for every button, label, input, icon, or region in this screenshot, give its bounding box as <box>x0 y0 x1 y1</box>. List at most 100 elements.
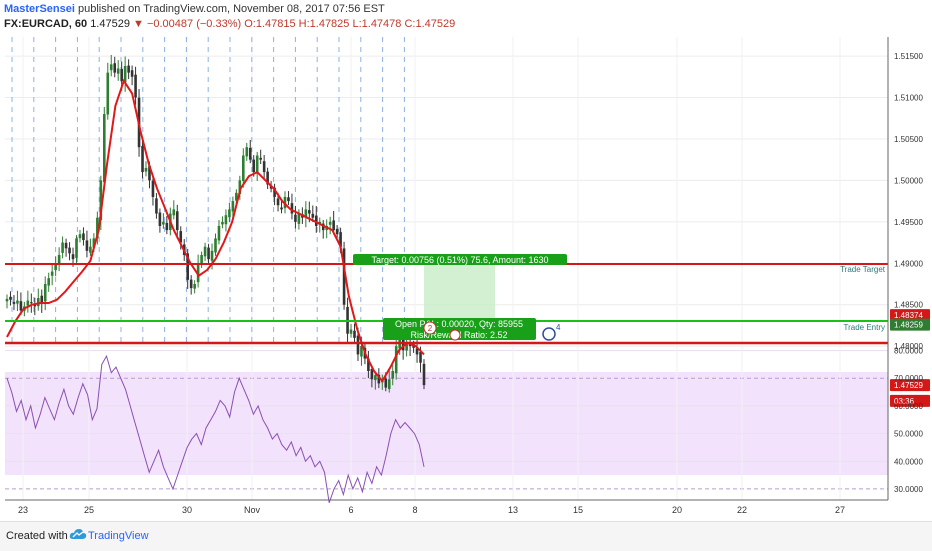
time-tick-label: 13 <box>508 505 518 515</box>
candle-body <box>266 171 269 185</box>
rsi-tick-label: 30.0000 <box>894 485 923 494</box>
trade-target-text: Trade Target <box>840 265 886 274</box>
candle-body <box>262 161 266 173</box>
candle-body <box>419 351 422 363</box>
tradingview-link[interactable]: TradingView <box>88 530 149 542</box>
candle-body <box>47 278 50 286</box>
candle-body <box>353 330 356 338</box>
candle-body <box>273 187 276 197</box>
session-separators <box>11 37 405 342</box>
candle-body <box>377 374 381 384</box>
candle-body <box>113 63 117 73</box>
quote-line: FX:EURCAD, 60 1.47529 ▼ −0.00487 (−0.33%… <box>4 17 455 31</box>
time-axis[interactable]: 23 25 30 Nov 6 8 13 15 20 22 27 <box>18 505 845 515</box>
time-tick-label: 25 <box>84 505 94 515</box>
candle-body <box>120 68 123 81</box>
event-marker-4[interactable] <box>542 327 556 341</box>
trade-entry-text: Trade Entry <box>844 323 886 332</box>
footer-bar: Created with TradingView <box>0 521 932 551</box>
candle-body <box>210 250 214 261</box>
rsi-axis[interactable]: 80.0000 70.0000 60.0000 50.0000 40.0000 30.00… <box>894 347 923 494</box>
ohlc-values: O:1.47815 H:1.47825 L:1.47478 C:1.47529 <box>244 18 456 30</box>
created-with-text: Created with <box>6 530 68 542</box>
rsi-tick-label: 50.0000 <box>894 430 923 439</box>
price-tick-label: 1.49500 <box>894 218 923 227</box>
rsi-band <box>5 372 888 475</box>
publish-header: MasterSensei published on TradingView.co… <box>4 2 385 16</box>
candle-body <box>235 192 238 201</box>
candle-body <box>144 167 148 172</box>
moving-average-line <box>6 78 425 383</box>
candle-body <box>252 159 256 173</box>
candle-body <box>384 378 388 388</box>
candle-body <box>387 379 391 390</box>
candle-body <box>245 147 249 157</box>
target-label-box[interactable] <box>353 254 567 265</box>
time-tick-label: 22 <box>737 505 747 515</box>
candle-body <box>103 114 106 183</box>
candle-body <box>186 253 189 280</box>
candle-body <box>162 221 165 225</box>
time-tick-label: 27 <box>835 505 845 515</box>
candle-body <box>141 145 144 173</box>
price-change: ▼ −0.00487 (−0.33%) <box>133 18 242 30</box>
candle-body <box>360 346 363 357</box>
rsi-tick-label: 70.0000 <box>894 374 923 383</box>
candle-body <box>314 215 318 226</box>
price-label-text: 1.48374 <box>894 311 923 320</box>
candle-body <box>311 213 315 218</box>
publisher-name[interactable]: MasterSensei <box>4 3 75 15</box>
candle-body <box>151 180 155 197</box>
entry-label: Open P&L: 0.00020, Qty: 85955 <box>395 319 523 329</box>
event-marker-4-text: 4 <box>556 323 561 332</box>
price-axis[interactable]: 1.51500 1.51000 1.50500 1.50000 1.49500 1.490… <box>894 52 923 351</box>
candle-body <box>54 263 57 270</box>
candle-body <box>342 248 346 305</box>
candle-body <box>179 231 183 243</box>
price-label-text: 1.48259 <box>894 321 923 330</box>
chart-canvas[interactable]: Trade Target Trade Entry Target: 0.00756… <box>0 0 932 521</box>
price-label-text: 1.47529 <box>894 381 923 390</box>
candle-body <box>127 65 130 73</box>
candle-body <box>287 197 290 202</box>
time-tick-label: 23 <box>18 505 28 515</box>
candle-body <box>193 283 196 289</box>
candle-body <box>16 300 19 304</box>
price-label-box <box>890 379 930 392</box>
candle-body <box>332 220 335 231</box>
target-zone[interactable] <box>424 265 495 322</box>
candle-body <box>224 215 228 225</box>
candle-body <box>40 295 44 304</box>
time-tick-label: Nov <box>244 505 261 515</box>
candle-body <box>175 211 179 231</box>
time-tick-label: 6 <box>348 505 353 515</box>
price-tick-label: 1.50000 <box>894 176 923 185</box>
time-tick-label: 8 <box>412 505 417 515</box>
candle-body <box>217 225 221 241</box>
candle-body <box>374 375 377 381</box>
candle-body <box>321 223 325 231</box>
candle-body <box>349 329 353 334</box>
candle-body <box>92 238 96 248</box>
candle-body <box>106 72 110 115</box>
candle-body <box>297 213 301 224</box>
candle-body <box>276 198 280 206</box>
symbol-label[interactable]: FX:EURCAD, 60 <box>4 18 88 30</box>
event-marker-2[interactable] <box>423 321 437 335</box>
candle-body <box>43 283 47 302</box>
flag-marker-icon[interactable] <box>449 329 461 341</box>
price-tick-label: 1.48500 <box>894 301 923 310</box>
candle-body <box>228 209 231 218</box>
candle-body <box>68 247 71 254</box>
candle-body <box>308 210 311 214</box>
entry-label-box[interactable] <box>383 318 536 340</box>
candle-body <box>19 301 23 311</box>
target-label: Target: 0.00756 (0.51%) 75.6, Amount: 16… <box>371 255 548 265</box>
event-marker-2-text: 2 <box>428 324 433 333</box>
candle-body <box>50 271 54 276</box>
candle-body <box>238 180 242 195</box>
candle-body <box>242 155 245 181</box>
rsi-line <box>6 354 425 503</box>
candle-body <box>259 157 262 160</box>
price-label-box <box>890 318 930 331</box>
